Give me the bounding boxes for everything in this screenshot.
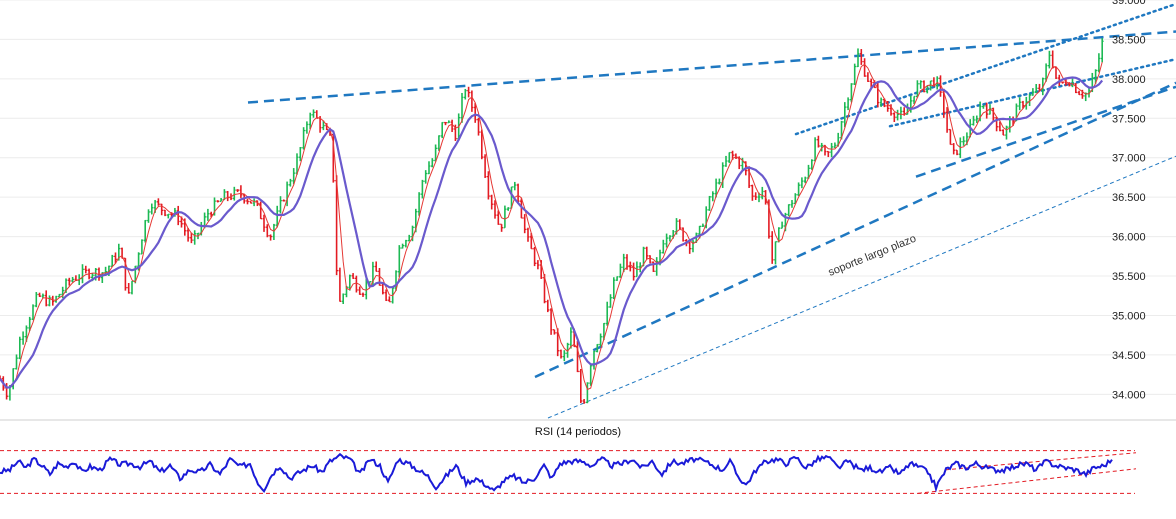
annotations: soporte largo plazo	[827, 233, 918, 279]
y-tick-label: 35.500	[1112, 271, 1146, 283]
y-tick-label: 34.000	[1112, 389, 1146, 401]
y-tick-label: 37.000	[1112, 153, 1146, 165]
rsi-title: RSI (14 periodos)	[535, 426, 621, 438]
y-tick-label: 37.500	[1112, 113, 1146, 125]
y-tick-label: 38.500	[1112, 34, 1146, 46]
gridlines	[0, 0, 1176, 421]
moving-average-line	[0, 61, 1103, 391]
y-tick-label: 36.000	[1112, 232, 1146, 244]
y-tick-label: 38.000	[1112, 74, 1146, 86]
annotation-label: soporte largo plazo	[827, 233, 918, 279]
trendline	[534, 81, 1176, 379]
y-tick-label: 34.500	[1112, 350, 1146, 362]
rsi-panel: RSI (14 periodos)	[0, 426, 1137, 494]
y-axis-ticks: 34.000 34.500 35.000 35.500 36.000 36.500 37.0…	[1112, 0, 1146, 401]
trendlines	[247, 2, 1176, 419]
y-tick-label: 36.500	[1112, 192, 1146, 204]
trendline	[915, 85, 1176, 178]
trendline	[247, 30, 1176, 104]
rsi-channel-line	[944, 452, 1137, 471]
rsi-channel-line	[917, 468, 1137, 494]
rsi-line	[0, 452, 1113, 494]
y-tick-label: 39.000	[1112, 0, 1146, 7]
y-tick-label: 35.000	[1112, 310, 1146, 322]
trendline	[547, 155, 1176, 419]
moving-average-line	[0, 76, 1104, 389]
moving-averages	[0, 61, 1104, 391]
candlesticks	[0, 38, 1104, 404]
